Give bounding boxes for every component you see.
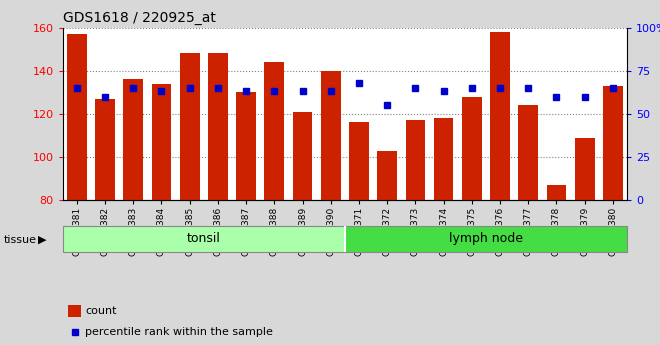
Bar [490,32,510,200]
Bar [405,120,425,200]
Bar [236,92,256,200]
Text: lymph node: lymph node [449,233,523,245]
Bar [265,62,284,200]
Bar [152,84,172,200]
Bar [378,150,397,200]
Bar [603,86,623,200]
Bar [462,97,482,200]
Text: percentile rank within the sample: percentile rank within the sample [85,327,273,337]
Text: GDS1618 / 220925_at: GDS1618 / 220925_at [63,11,216,25]
Text: tissue: tissue [3,235,36,245]
Bar [546,185,566,200]
Bar [69,305,81,317]
Bar [123,79,143,200]
Bar [208,53,228,200]
Bar [95,99,115,200]
Text: ▶: ▶ [38,235,47,245]
Bar [180,53,199,200]
Text: count: count [85,306,117,316]
Bar [575,138,595,200]
Bar [518,105,538,200]
Bar [434,118,453,200]
Bar [349,122,369,200]
Bar [67,34,86,200]
Text: tonsil: tonsil [187,233,220,245]
FancyBboxPatch shape [63,226,345,252]
FancyBboxPatch shape [345,226,627,252]
Bar [321,71,341,200]
Bar [292,112,312,200]
